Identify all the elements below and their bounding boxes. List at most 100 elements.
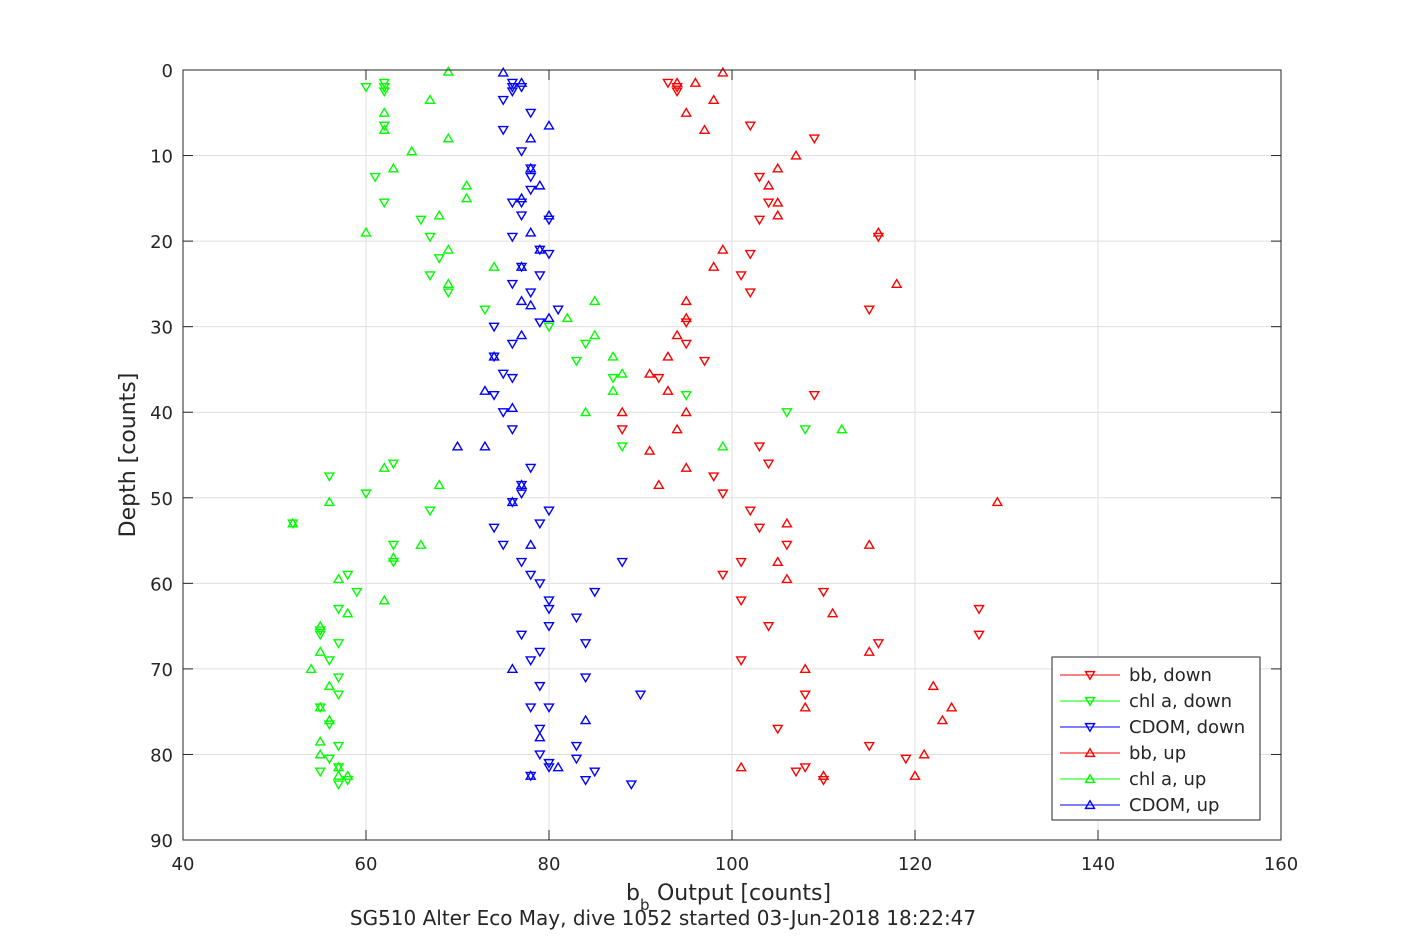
- data-point: [945, 701, 958, 712]
- data-point: [863, 646, 875, 656]
- data-point: [332, 690, 345, 701]
- data-point: [415, 215, 427, 226]
- data-point: [479, 305, 491, 316]
- data-point: [561, 312, 574, 323]
- data-point: [534, 681, 546, 692]
- data-point: [378, 124, 391, 134]
- data-point: [524, 463, 537, 474]
- data-point: [314, 620, 326, 631]
- data-point: [589, 587, 601, 598]
- data-point: [506, 373, 519, 384]
- data-point: [314, 748, 326, 759]
- data-point: [387, 557, 400, 568]
- x-tick-label: 40: [172, 854, 195, 875]
- x-axis-label-subscript: b: [640, 896, 650, 914]
- data-point: [515, 489, 528, 500]
- data-point: [653, 373, 665, 384]
- data-point: [332, 604, 345, 615]
- data-point: [579, 673, 592, 684]
- y-axis-label: Depth [counts]: [116, 373, 141, 538]
- data-point: [524, 703, 537, 714]
- data-point: [717, 66, 729, 77]
- data-point: [781, 517, 793, 528]
- data-point: [323, 656, 336, 666]
- data-point: [360, 226, 372, 237]
- data-point: [341, 607, 354, 618]
- data-point: [497, 95, 509, 106]
- data-point: [515, 261, 528, 271]
- data-point: [579, 776, 592, 786]
- data-point: [451, 440, 464, 451]
- data-point: [323, 496, 336, 507]
- data-point: [332, 780, 345, 791]
- legend-entry: CDOM, down: [1060, 717, 1245, 738]
- series-3: [616, 66, 1004, 780]
- legend-label: CDOM, up: [1129, 795, 1219, 816]
- data-point: [799, 763, 811, 773]
- data-point: [863, 539, 875, 549]
- data-point: [991, 496, 1004, 507]
- data-point: [579, 339, 592, 350]
- data-point: [524, 570, 537, 581]
- data-point: [707, 94, 720, 105]
- data-point: [515, 147, 528, 157]
- data-point: [534, 318, 546, 329]
- data-point: [515, 83, 528, 93]
- x-tick-label: 100: [715, 854, 749, 875]
- data-point: [543, 249, 555, 260]
- data-point: [323, 472, 336, 483]
- data-point: [772, 724, 784, 735]
- grid-lines: [183, 70, 1281, 840]
- x-tick-label: 80: [538, 854, 561, 875]
- data-point: [826, 607, 839, 618]
- data-point: [387, 162, 400, 173]
- legend-marker: [1084, 773, 1096, 784]
- data-point: [543, 622, 555, 632]
- data-point: [488, 322, 500, 333]
- data-point: [479, 440, 491, 451]
- data-point: [698, 124, 711, 134]
- data-point: [515, 557, 528, 568]
- data-point: [735, 557, 747, 568]
- data-point: [442, 288, 455, 299]
- data-point: [781, 408, 793, 418]
- series-1: [287, 78, 811, 791]
- data-point: [506, 339, 519, 350]
- data-point: [314, 735, 326, 746]
- data-point: [488, 391, 500, 401]
- data-point: [616, 368, 628, 378]
- data-point: [762, 622, 775, 632]
- data-point: [442, 66, 455, 76]
- data-point: [570, 356, 583, 367]
- data-point: [387, 552, 400, 562]
- data-point: [781, 540, 793, 551]
- data-point: [607, 385, 619, 395]
- data-point: [890, 278, 903, 288]
- data-point: [589, 767, 601, 778]
- data-point: [671, 329, 683, 340]
- data-point: [735, 656, 747, 666]
- data-point: [524, 299, 537, 310]
- data-point: [387, 540, 400, 551]
- legend-label: bb, up: [1129, 743, 1186, 764]
- data-point: [524, 656, 537, 666]
- data-point: [534, 731, 546, 742]
- data-point: [680, 312, 692, 323]
- data-point: [314, 701, 326, 712]
- data-point: [918, 748, 930, 759]
- data-point: [506, 87, 519, 98]
- data-point: [305, 663, 317, 673]
- y-tick-label: 30: [150, 318, 173, 339]
- axis-ticks: 40 60 80 100 120 140 160 0 10 20 30 40 50 60 70 80 90: [150, 61, 1298, 875]
- data-point: [579, 714, 592, 725]
- y-tick-label: 50: [150, 489, 173, 510]
- data-point: [506, 402, 519, 413]
- data-point: [616, 442, 628, 453]
- data-point: [543, 119, 555, 130]
- data-point: [534, 724, 546, 735]
- data-point: [534, 179, 546, 190]
- data-point: [534, 244, 546, 254]
- data-point: [772, 556, 784, 567]
- data-point: [616, 406, 628, 417]
- data-point: [936, 714, 949, 725]
